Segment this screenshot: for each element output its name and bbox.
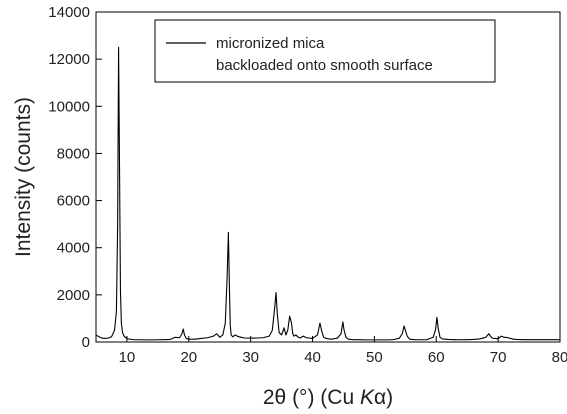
- y-axis-ticks: 0 2000 4000 6000 8000 10000 12000 14000: [48, 4, 102, 351]
- y-tick-label: 2000: [57, 287, 90, 304]
- x-tick-label: 70: [490, 349, 507, 366]
- x-axis-title-prefix: 2θ (°) (Cu: [263, 386, 360, 409]
- y-tick-label: 6000: [57, 193, 90, 210]
- y-tick-label: 10000: [48, 98, 90, 115]
- y-axis-title: Intensity (counts): [12, 97, 35, 257]
- x-axis-title-italic: K: [360, 386, 375, 409]
- x-tick-label: 20: [180, 349, 197, 366]
- legend: micronized mica backloaded onto smooth s…: [155, 20, 495, 82]
- x-tick-label: 60: [428, 349, 445, 366]
- x-tick-label: 50: [366, 349, 383, 366]
- legend-label-line1: micronized mica: [216, 35, 325, 52]
- legend-label-line2: backloaded onto smooth surface: [216, 57, 433, 74]
- x-axis-title: 2θ (°) (Cu Kα): [263, 386, 393, 409]
- y-tick-label: 14000: [48, 4, 90, 21]
- y-tick-label: 12000: [48, 51, 90, 68]
- y-tick-label: 0: [82, 334, 90, 351]
- x-tick-label: 10: [119, 349, 136, 366]
- x-axis-title-suffix: α): [374, 386, 393, 409]
- y-tick-label: 8000: [57, 145, 90, 162]
- y-tick-label: 4000: [57, 240, 90, 257]
- x-tick-label: 80: [552, 349, 567, 366]
- x-tick-label: 40: [304, 349, 321, 366]
- x-tick-label: 30: [242, 349, 259, 366]
